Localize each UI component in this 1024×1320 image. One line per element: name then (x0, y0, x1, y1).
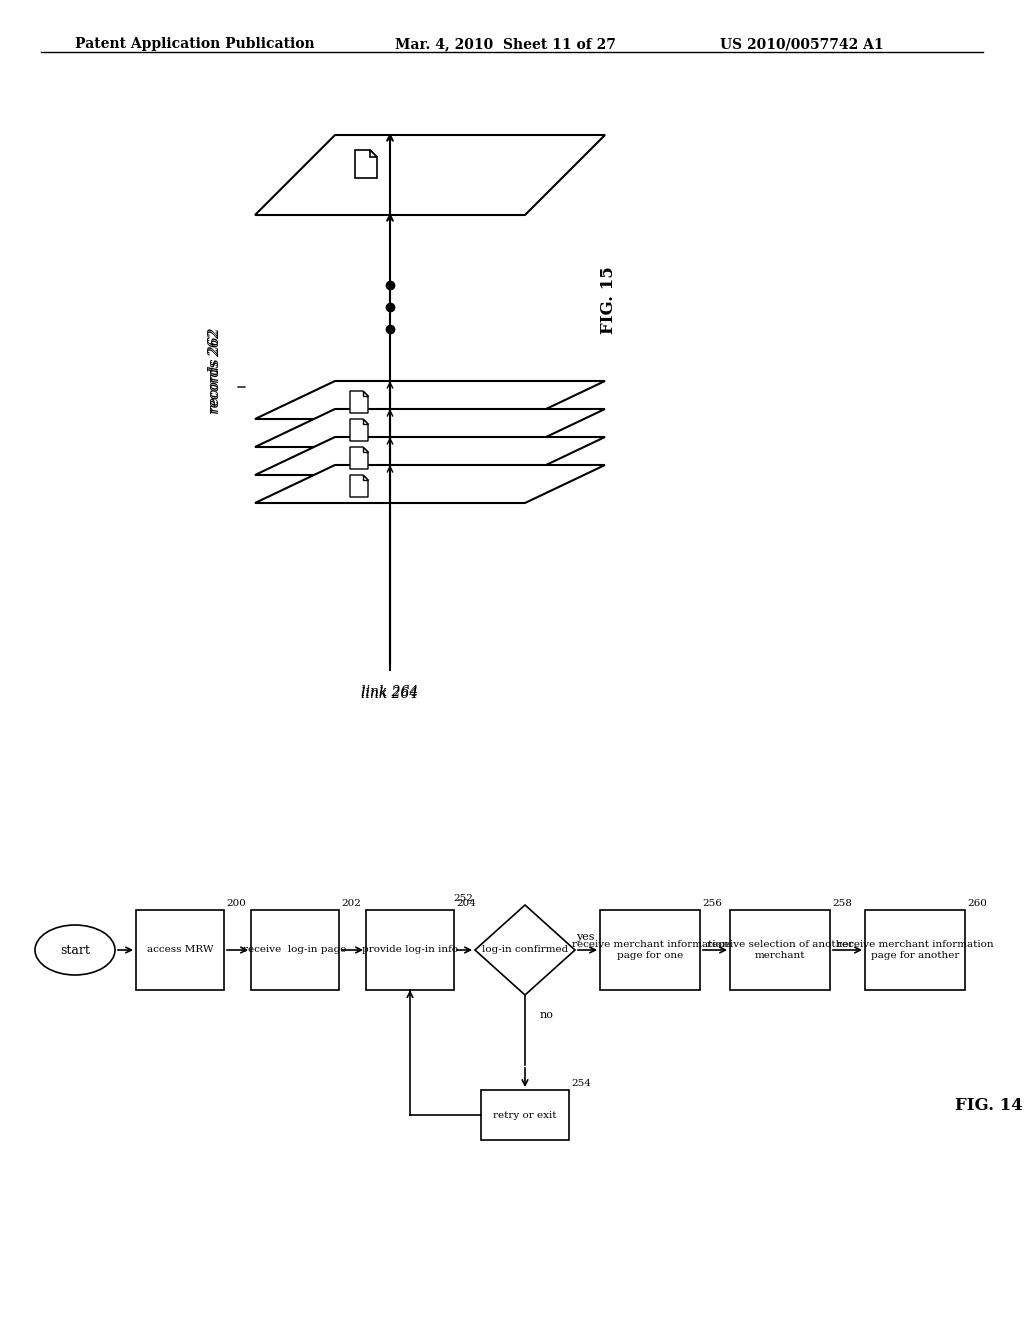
Text: FIG. 15: FIG. 15 (600, 267, 617, 334)
Text: Mar. 4, 2010  Sheet 11 of 27: Mar. 4, 2010 Sheet 11 of 27 (395, 37, 615, 51)
Polygon shape (370, 150, 377, 157)
Polygon shape (255, 465, 605, 503)
Text: 200: 200 (226, 899, 246, 908)
Text: receive merchant information
page for another: receive merchant information page for an… (837, 940, 993, 960)
Text: start: start (60, 944, 90, 957)
Text: receive selection of another
merchant: receive selection of another merchant (707, 940, 853, 960)
Text: receive merchant information
page for one: receive merchant information page for on… (571, 940, 728, 960)
Text: 260: 260 (967, 899, 987, 908)
Text: 254: 254 (571, 1078, 591, 1088)
Text: Patent Application Publication: Patent Application Publication (75, 37, 314, 51)
Text: receive  log-in page: receive log-in page (244, 945, 347, 954)
Text: 256: 256 (702, 899, 722, 908)
Text: retry or exit: retry or exit (494, 1110, 557, 1119)
Polygon shape (350, 475, 368, 498)
Text: link 264: link 264 (361, 686, 419, 701)
Text: 252: 252 (454, 894, 473, 903)
Text: 258: 258 (831, 899, 852, 908)
Text: log-in confirmed: log-in confirmed (482, 945, 568, 954)
Polygon shape (255, 409, 605, 447)
Text: records 262: records 262 (208, 327, 222, 412)
Text: US 2010/0057742 A1: US 2010/0057742 A1 (720, 37, 884, 51)
Text: 204: 204 (456, 899, 476, 908)
Polygon shape (362, 447, 368, 451)
FancyBboxPatch shape (136, 909, 224, 990)
Polygon shape (255, 381, 605, 418)
Text: records 262: records 262 (208, 330, 222, 414)
FancyBboxPatch shape (251, 909, 339, 990)
Polygon shape (355, 150, 377, 178)
Text: 202: 202 (341, 899, 360, 908)
Text: access MRW: access MRW (146, 945, 213, 954)
Polygon shape (362, 418, 368, 424)
Polygon shape (255, 135, 605, 215)
Text: yes: yes (575, 932, 594, 942)
Polygon shape (350, 447, 368, 469)
FancyBboxPatch shape (865, 909, 965, 990)
Polygon shape (255, 437, 605, 475)
FancyBboxPatch shape (481, 1090, 569, 1140)
Polygon shape (362, 475, 368, 480)
FancyBboxPatch shape (366, 909, 454, 990)
Ellipse shape (35, 925, 115, 975)
FancyBboxPatch shape (730, 909, 830, 990)
FancyBboxPatch shape (600, 909, 700, 990)
Polygon shape (475, 906, 575, 995)
Polygon shape (350, 391, 368, 413)
Text: link 264: link 264 (361, 685, 419, 700)
Text: FIG. 14: FIG. 14 (955, 1097, 1023, 1114)
Polygon shape (362, 391, 368, 396)
Polygon shape (350, 418, 368, 441)
Text: no: no (540, 1010, 554, 1020)
Text: provide log-in info: provide log-in info (361, 945, 458, 954)
